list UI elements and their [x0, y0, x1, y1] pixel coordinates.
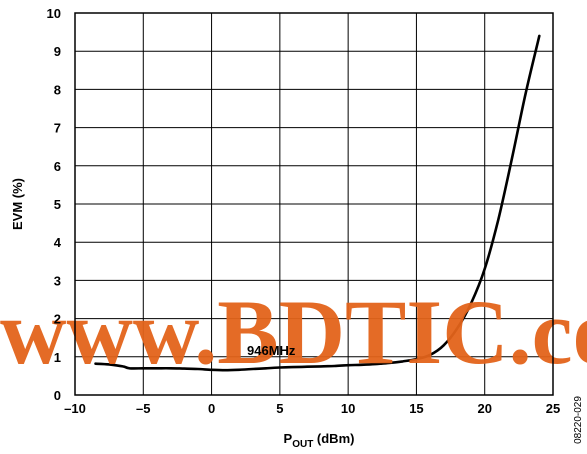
y-tick-label: 1 [54, 350, 61, 365]
x-tick-label: 15 [409, 401, 423, 416]
x-axis-title-main: P [284, 431, 293, 446]
x-axis-title-subscript: OUT [292, 439, 313, 450]
figure-number: 08220-029 [573, 396, 584, 444]
x-tick-label: 25 [546, 401, 560, 416]
x-tick-label: 10 [341, 401, 355, 416]
y-tick-label: 0 [54, 388, 61, 403]
watermark: www.BDTIC.com [0, 281, 587, 383]
x-tick-label: 20 [477, 401, 491, 416]
x-tick-label: –5 [136, 401, 150, 416]
series-layer [94, 34, 541, 372]
watermark-text: www.BDTIC.com [0, 281, 587, 383]
y-tick-label: 7 [54, 121, 61, 136]
y-tick-label: 4 [54, 235, 62, 250]
y-tick-label: 10 [47, 6, 61, 21]
y-axis-title: EVM (%) [10, 178, 25, 230]
plot-frame [74, 12, 554, 396]
x-axis-title-unit: (dBm) [313, 431, 354, 446]
y-tick-label: 3 [54, 273, 61, 288]
x-tick-label: 0 [208, 401, 215, 416]
x-tick-labels: –10 –5 0 5 10 15 20 25 [64, 401, 560, 416]
y-tick-label: 9 [54, 44, 61, 59]
y-tick-label: 2 [54, 312, 61, 327]
evm-curve [94, 34, 541, 372]
x-axis-title: POUT (dBm) [284, 431, 355, 450]
y-tick-label: 8 [54, 82, 61, 97]
frequency-annotation: 946MHz [247, 343, 296, 358]
y-tick-label: 6 [54, 159, 61, 174]
x-tick-label: –10 [64, 401, 86, 416]
grid-lines [74, 12, 554, 396]
y-tick-label: 5 [54, 197, 61, 212]
x-tick-label: 5 [276, 401, 283, 416]
y-tick-labels: 0 1 2 3 4 5 6 7 8 9 10 [47, 6, 62, 403]
